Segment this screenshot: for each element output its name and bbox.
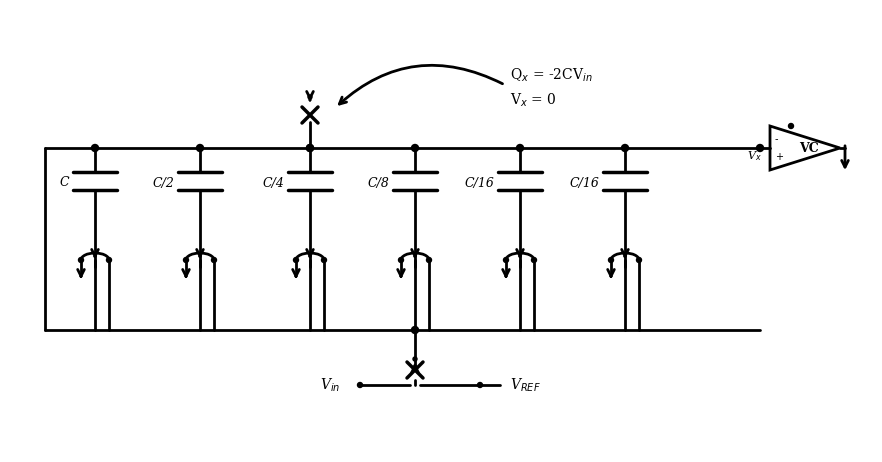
Circle shape xyxy=(532,257,536,262)
Text: -: - xyxy=(775,134,779,144)
Text: C/4: C/4 xyxy=(262,176,284,189)
Circle shape xyxy=(107,257,111,262)
Text: V$_x$: V$_x$ xyxy=(747,149,762,163)
Text: V$_x$ = 0: V$_x$ = 0 xyxy=(510,91,557,109)
Text: C/8: C/8 xyxy=(367,176,389,189)
Circle shape xyxy=(637,257,641,262)
Circle shape xyxy=(413,357,417,361)
Text: V$_{in}$: V$_{in}$ xyxy=(319,377,340,394)
Text: C: C xyxy=(59,176,69,189)
Circle shape xyxy=(307,145,313,152)
Circle shape xyxy=(412,327,418,334)
Circle shape xyxy=(92,145,99,152)
Circle shape xyxy=(427,257,431,262)
Text: C/16: C/16 xyxy=(464,176,494,189)
Circle shape xyxy=(78,257,84,262)
Circle shape xyxy=(197,145,204,152)
FancyArrowPatch shape xyxy=(340,65,503,104)
Text: C/16: C/16 xyxy=(569,176,599,189)
Circle shape xyxy=(322,257,326,262)
Circle shape xyxy=(622,145,629,152)
Circle shape xyxy=(212,257,216,262)
Circle shape xyxy=(609,257,614,262)
Text: Q$_x$ = -2CV$_{in}$: Q$_x$ = -2CV$_{in}$ xyxy=(510,67,593,84)
Circle shape xyxy=(308,95,312,99)
Text: +: + xyxy=(775,152,783,162)
Text: C/2: C/2 xyxy=(152,176,174,189)
Circle shape xyxy=(294,257,298,262)
Circle shape xyxy=(477,383,482,388)
Circle shape xyxy=(757,145,764,152)
Text: V$_{REF}$: V$_{REF}$ xyxy=(510,377,541,394)
Circle shape xyxy=(357,383,363,388)
Circle shape xyxy=(412,145,418,152)
Circle shape xyxy=(517,145,524,152)
Circle shape xyxy=(183,257,189,262)
Text: VC: VC xyxy=(798,141,818,154)
Circle shape xyxy=(504,257,509,262)
Circle shape xyxy=(789,123,794,128)
Circle shape xyxy=(399,257,403,262)
Circle shape xyxy=(307,145,313,152)
